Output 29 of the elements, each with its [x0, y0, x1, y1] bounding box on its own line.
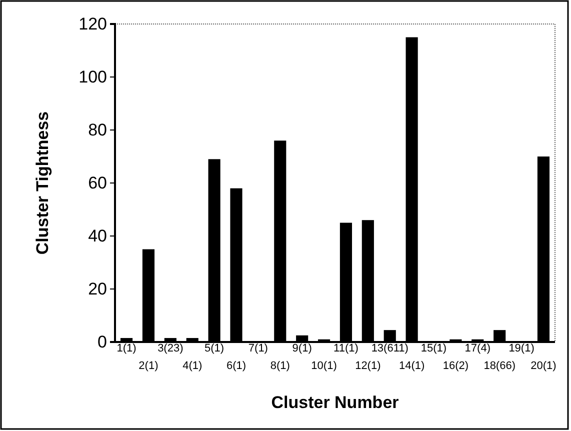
x-tick-label: 8(1) — [270, 360, 290, 372]
x-tick-label: 9(1) — [292, 342, 312, 355]
x-tick-label: 5(1) — [204, 342, 224, 355]
x-tick-label: 14(1) — [398, 360, 425, 372]
x-tick-label: 17(4) — [464, 342, 490, 355]
x-tick-label: 4(1) — [182, 360, 202, 372]
x-tick-label: 19(1) — [508, 342, 534, 355]
x-tick-label: 15(1) — [420, 342, 447, 355]
y-tick-label: 20 — [88, 279, 107, 298]
x-tick-label: 1(1) — [116, 342, 136, 355]
x-tick-label: 6(1) — [226, 360, 246, 372]
y-tick-label: 80 — [88, 120, 107, 140]
x-axis-title: Cluster Number — [271, 393, 400, 412]
x-tick-label: 3(23) — [158, 342, 184, 355]
x-tick-label: 18(66) — [484, 360, 516, 372]
x-tick-label: 11(1) — [334, 342, 358, 355]
x-tick-label: 7(1) — [248, 342, 268, 355]
y-tick-label: 120 — [78, 14, 107, 34]
y-tick-label: 100 — [78, 67, 107, 86]
y-tick-label: 60 — [88, 173, 107, 192]
x-tick-label: 16(2) — [442, 360, 469, 372]
y-axis-title: Cluster Tightness — [33, 111, 52, 255]
x-tick-label: 13(611) — [371, 342, 408, 355]
x-tick-label: 12(1) — [355, 360, 381, 372]
x-tick-label: 10(1) — [311, 360, 337, 372]
x-tick-label: 2(1) — [138, 360, 158, 372]
y-tick-label: 40 — [88, 226, 107, 246]
x-tick-label: 20(1) — [530, 360, 556, 372]
y-tick-label: 0 — [98, 332, 107, 352]
